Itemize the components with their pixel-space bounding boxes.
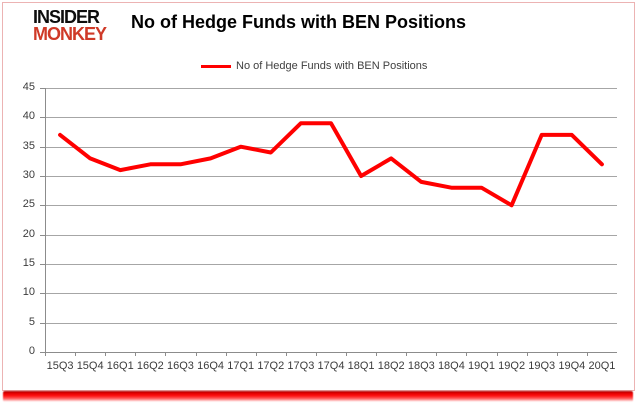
x-tick-label: 16Q1 bbox=[106, 360, 134, 372]
x-tick-label: 16Q2 bbox=[136, 360, 164, 372]
chart-card: INSIDER MONKEY No of Hedge Funds with BE… bbox=[2, 2, 635, 391]
y-tick-label: 0 bbox=[28, 345, 35, 357]
line-chart-svg bbox=[40, 88, 617, 356]
x-tick-label: 20Q1 bbox=[588, 360, 616, 372]
y-tick-label: 35 bbox=[22, 139, 35, 152]
y-tick-label: 25 bbox=[22, 198, 35, 211]
plot-area: 0 5 10 15 20 25 30 35 40 45 15Q3 15Q4 16Q1 16Q2 16Q3 1… bbox=[3, 81, 634, 388]
x-tick-label: 17Q2 bbox=[257, 360, 285, 372]
x-tick-label: 15Q4 bbox=[76, 360, 104, 372]
x-tick-label: 17Q1 bbox=[227, 360, 255, 372]
x-tick-label: 18Q3 bbox=[407, 360, 435, 372]
x-tick-label: 16Q3 bbox=[167, 360, 194, 372]
y-tick-label: 10 bbox=[22, 286, 35, 299]
chart-title: No of Hedge Funds with BEN Positions bbox=[131, 12, 466, 32]
insider-monkey-logo: INSIDER MONKEY bbox=[33, 7, 107, 44]
red-bottom-glow bbox=[3, 391, 633, 402]
x-tick-label: 19Q1 bbox=[468, 360, 495, 372]
x-tick-label: 17Q3 bbox=[287, 360, 315, 372]
x-tick-label: 15Q3 bbox=[46, 360, 74, 372]
x-tick-label: 19Q3 bbox=[528, 360, 556, 372]
legend: No of Hedge Funds with BEN Positions bbox=[201, 59, 427, 73]
y-tick-label: 20 bbox=[22, 227, 35, 240]
x-tick-label: 18Q1 bbox=[347, 360, 375, 372]
x-tick-label: 18Q2 bbox=[377, 360, 405, 372]
x-tick-label: 19Q2 bbox=[498, 360, 526, 372]
y-tick-label: 15 bbox=[22, 257, 35, 269]
y-tick-label: 5 bbox=[28, 315, 35, 328]
series-line bbox=[58, 121, 604, 208]
logo-text-monkey: MONKEY bbox=[33, 23, 107, 44]
x-tick-label: 19Q4 bbox=[558, 360, 586, 372]
logo-text-insider: INSIDER bbox=[33, 7, 100, 27]
legend-label: No of Hedge Funds with BEN Positions bbox=[236, 60, 428, 72]
x-tick-label: 17Q4 bbox=[317, 360, 345, 372]
x-tick-label: 16Q4 bbox=[197, 360, 225, 372]
y-tick-label: 30 bbox=[22, 169, 35, 181]
legend-line-swatch bbox=[201, 64, 231, 68]
x-tick-label: 18Q4 bbox=[437, 360, 465, 372]
y-tick-label: 45 bbox=[22, 81, 35, 93]
y-tick-label: 40 bbox=[22, 110, 35, 123]
